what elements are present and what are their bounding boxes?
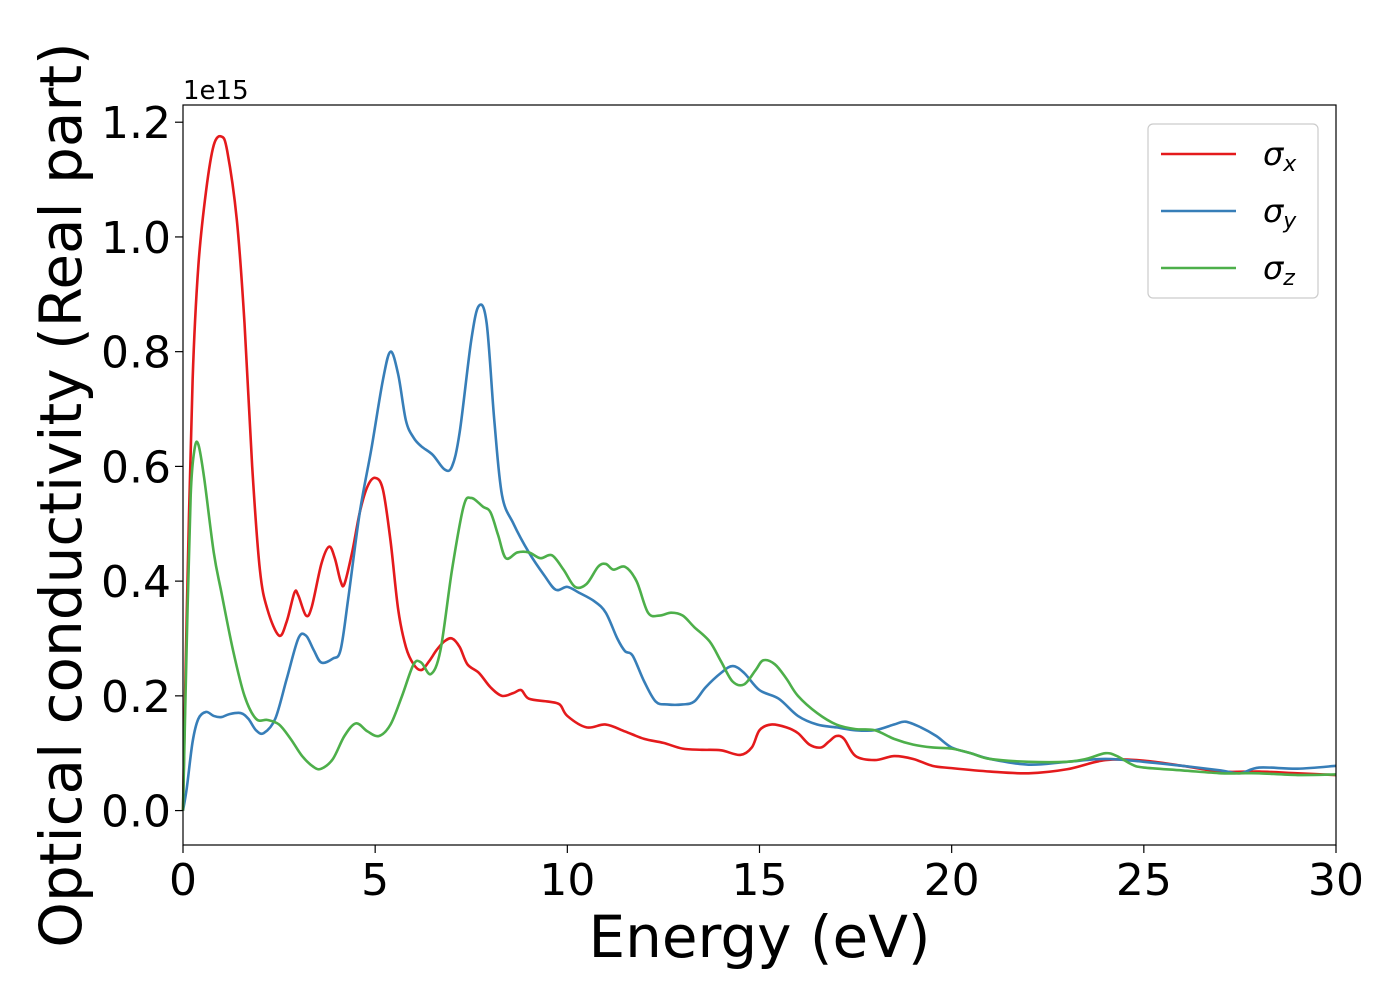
y-tick-label: 0.4 [101,557,171,608]
x-tick-label: 15 [732,855,788,906]
x-tick-label: 5 [361,855,389,906]
x-tick-label: 25 [1116,855,1172,906]
x-tick-label: 0 [169,855,197,906]
legend-subscript: z [1282,266,1295,291]
x-tick-label: 10 [539,855,595,906]
y-tick-label: 1.0 [101,213,171,264]
legend-subscript: x [1282,152,1297,177]
ticks-layer: 0 5 10 15 20 25 30 0.0 0.2 0.4 0.6 0.8 1.0 1.2 [101,98,1364,906]
series-layer [181,134,1337,811]
y-axis-title: Optical conductivity (Real part) [27,42,95,947]
y-tick-label: 1.2 [101,98,171,149]
y-tick-label: 0.2 [101,672,171,723]
x-tick-label: 30 [1308,855,1364,906]
x-axis-title: Energy (eV) [588,903,930,971]
y-offset-label: 1e15 [183,76,249,106]
x-tick-label: 20 [924,855,980,906]
y-tick-label: 0.8 [101,328,171,379]
legend-subscript: y [1282,209,1297,234]
y-tick-label: 0.0 [101,787,171,838]
series-line-x [181,134,1337,811]
series-line-z [181,440,1337,811]
y-tick-label: 0.6 [101,442,171,493]
series-line-y [181,303,1337,811]
